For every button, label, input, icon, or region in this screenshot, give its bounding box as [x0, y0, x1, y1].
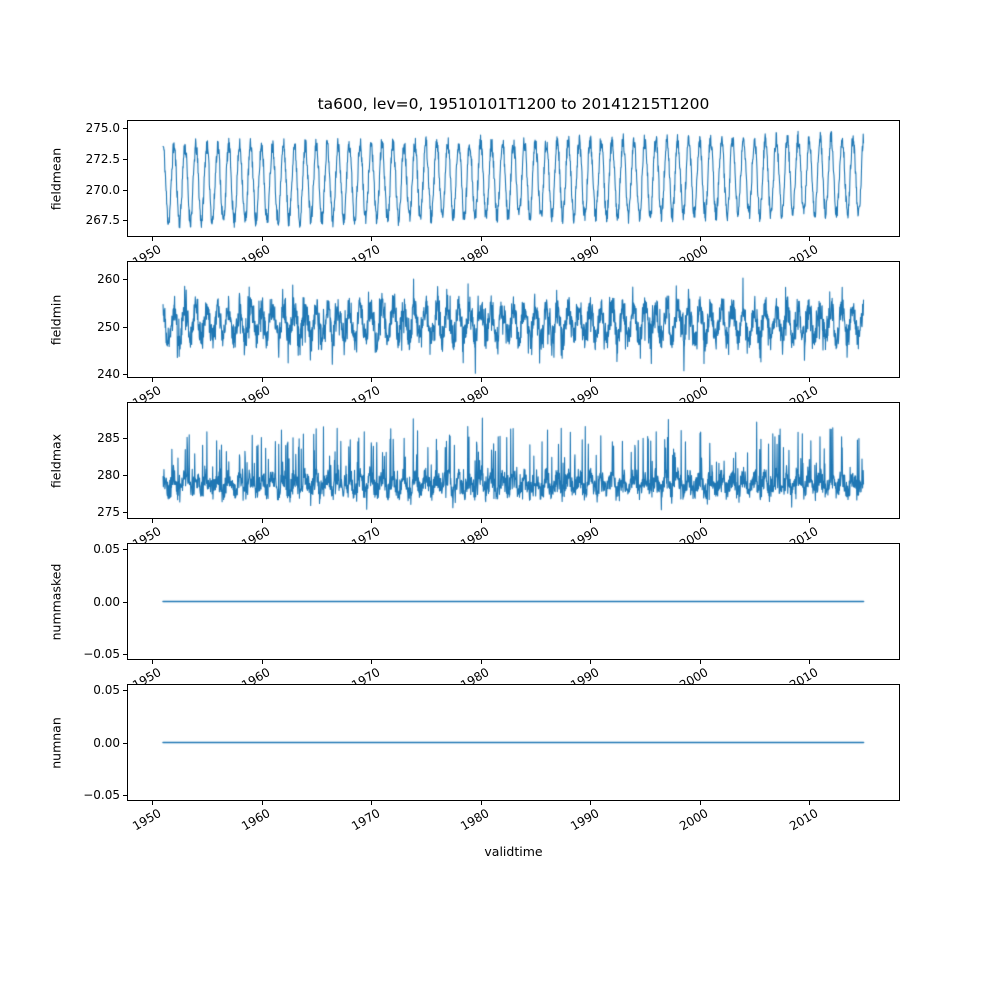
y-tick-label: 280 — [97, 468, 120, 483]
x-tick-mark — [699, 378, 701, 382]
x-tick-mark — [590, 519, 592, 523]
y-tick-label: 250 — [97, 319, 120, 334]
y-tick-label: 285 — [97, 431, 120, 446]
chart-title: ta600, lev=0, 19510101T1200 to 20141215T… — [317, 95, 710, 113]
axes-fieldmin — [127, 261, 900, 378]
series-canvas-fieldmin — [128, 262, 899, 377]
axes-fieldmean — [127, 120, 900, 237]
y-tick-label: 0.00 — [93, 735, 120, 750]
x-tick-mark — [261, 801, 263, 805]
y-tick-label: 272.5 — [85, 151, 120, 166]
x-tick-mark — [480, 801, 482, 805]
axes-nummasked — [127, 543, 900, 660]
x-tick-mark — [261, 237, 263, 241]
x-tick-mark — [152, 660, 154, 664]
x-tick-label: 1950 — [129, 806, 164, 834]
ylabel-fieldmax: fieldmax — [48, 433, 64, 488]
x-tick-label: 1960 — [239, 806, 273, 834]
series-canvas-nummasked — [128, 544, 899, 659]
x-tick-mark — [480, 660, 482, 664]
x-tick-mark — [590, 660, 592, 664]
x-tick-mark — [261, 378, 263, 382]
x-tick-mark — [699, 237, 701, 241]
x-tick-mark — [371, 378, 373, 382]
x-tick-label: 2010 — [786, 806, 821, 834]
y-tick-label: 275.0 — [85, 121, 120, 136]
x-tick-mark — [809, 660, 811, 664]
y-tick-label: 275 — [97, 505, 120, 520]
x-tick-mark — [152, 801, 154, 805]
x-tick-label: 1970 — [348, 806, 383, 834]
x-tick-mark — [152, 237, 154, 241]
x-tick-mark — [590, 237, 592, 241]
y-tick-label: 267.5 — [85, 213, 120, 228]
y-tick-label: 240 — [97, 367, 120, 382]
x-tick-mark — [261, 519, 263, 523]
x-tick-label: 1990 — [567, 806, 602, 834]
series-canvas-fieldmax — [128, 403, 899, 518]
ylabel-numnan: numnan — [48, 716, 64, 769]
x-tick-mark — [371, 519, 373, 523]
ylabel-nummasked: nummasked — [48, 563, 64, 640]
y-tick-label: 260 — [97, 272, 120, 287]
x-tick-mark — [809, 237, 811, 241]
x-tick-mark — [590, 378, 592, 382]
ylabel-fieldmin: fieldmin — [48, 294, 64, 345]
x-tick-mark — [590, 801, 592, 805]
x-tick-label: 2000 — [677, 806, 711, 834]
y-tick-label: −0.05 — [83, 646, 120, 661]
ylabel-fieldmean: fieldmean — [48, 147, 64, 210]
series-canvas-fieldmean — [128, 121, 899, 236]
y-tick-label: −0.05 — [83, 787, 120, 802]
x-tick-mark — [261, 660, 263, 664]
axes-fieldmax — [127, 402, 900, 519]
x-tick-mark — [699, 519, 701, 523]
x-tick-mark — [480, 519, 482, 523]
y-tick-label: 0.05 — [93, 683, 120, 698]
x-tick-mark — [699, 801, 701, 805]
x-tick-mark — [152, 519, 154, 523]
xlabel-validtime: validtime — [484, 844, 543, 859]
x-tick-mark — [152, 378, 154, 382]
y-tick-label: 0.05 — [93, 542, 120, 557]
series-canvas-numnan — [128, 685, 899, 800]
x-tick-mark — [699, 660, 701, 664]
x-tick-mark — [809, 801, 811, 805]
x-tick-mark — [809, 378, 811, 382]
x-tick-label: 1980 — [458, 806, 492, 834]
x-tick-mark — [371, 237, 373, 241]
x-tick-mark — [809, 519, 811, 523]
y-tick-label: 270.0 — [85, 182, 120, 197]
x-tick-mark — [371, 660, 373, 664]
x-tick-mark — [371, 801, 373, 805]
x-tick-mark — [480, 378, 482, 382]
axes-numnan — [127, 684, 900, 801]
x-tick-mark — [480, 237, 482, 241]
y-tick-label: 0.00 — [93, 594, 120, 609]
